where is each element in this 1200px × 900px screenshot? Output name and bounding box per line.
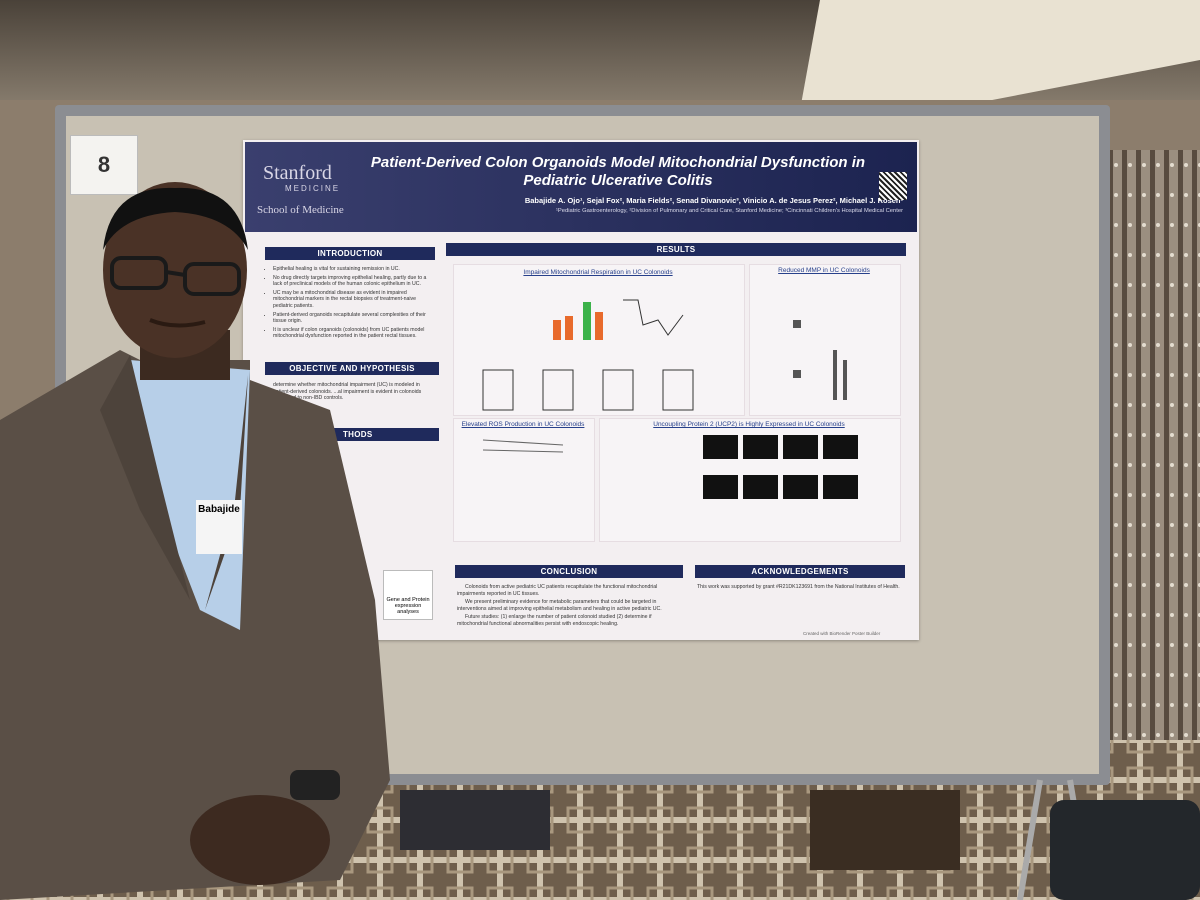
hair bbox=[103, 187, 248, 250]
legs-behind bbox=[400, 790, 550, 850]
jacket bbox=[0, 350, 390, 900]
panel-title: Reduced MMP in UC Colonoids bbox=[778, 267, 870, 274]
intro-bullet: Epithelial healing is vital for sustaini… bbox=[273, 266, 437, 273]
glasses bbox=[110, 256, 241, 296]
intro-bullet: Patient-derived organoids recapitulate s… bbox=[273, 312, 437, 325]
panel-title: Elevated ROS Production in UC Colonoids bbox=[461, 421, 585, 428]
conclusion-text: Colonoids from active pediatric UC patie… bbox=[457, 584, 683, 630]
name-tag: Babajide bbox=[196, 500, 242, 554]
board-number: 8 bbox=[70, 135, 138, 195]
person bbox=[0, 182, 390, 900]
figure-panel bbox=[453, 418, 595, 542]
figure-graphics bbox=[482, 299, 858, 499]
poster-affiliations: ¹Pediatric Gastroenterology, ²Division o… bbox=[555, 208, 903, 214]
intro-bullet: It is unclear if colon organoids (colono… bbox=[273, 327, 437, 340]
logo-sub: MEDICINE bbox=[285, 184, 341, 193]
poster-footer: Created with BioRender Poster Builder bbox=[803, 631, 881, 636]
logo-brand: Stanford bbox=[263, 162, 332, 184]
conclusion-paragraph: Colonoids from active pediatric UC patie… bbox=[457, 584, 658, 597]
methods-box: Gene and Protein expression analyses bbox=[383, 570, 433, 620]
section-heading: RESULTS bbox=[446, 243, 906, 256]
poster-title: Patient-Derived Colon Organoids Model Mi… bbox=[370, 154, 866, 189]
conclusion-paragraph: We present preliminary evidence for meta… bbox=[457, 599, 662, 612]
poster: Stanford MEDICINE School of Medicine Pat… bbox=[243, 140, 919, 640]
hands bbox=[190, 795, 330, 885]
figure-panel bbox=[749, 264, 901, 416]
lapel bbox=[100, 355, 190, 600]
section-heading: CONCLUSION bbox=[455, 565, 683, 578]
smile bbox=[149, 318, 206, 328]
section-heading: ACKNOWLEDGEMENTS bbox=[695, 565, 905, 578]
logo-school: School of Medicine bbox=[257, 204, 344, 216]
conclusion-paragraph: Future studies: (1) enlarge the number o… bbox=[457, 614, 652, 627]
panel-title: Uncoupling Protein 2 (UCP2) is Highly Ex… bbox=[653, 421, 845, 428]
intro-bullet: UC may be a mitochondrial disease as evi… bbox=[273, 290, 437, 310]
poster-header bbox=[245, 142, 917, 232]
section-heading: INTRODUCTION bbox=[265, 247, 435, 260]
head bbox=[103, 182, 247, 358]
ceiling-light bbox=[800, 0, 1200, 110]
intro-bullet: No drug directly targets improving epith… bbox=[273, 275, 437, 288]
poster-authors: Babajide A. Ojo¹, Sejal Fox², Maria Fiel… bbox=[524, 196, 903, 205]
acknowledgement-text: This work was supported by grant #R21DK1… bbox=[697, 584, 900, 590]
bullet-list: Epithelial healing is vital for sustaini… bbox=[265, 266, 437, 340]
objective-text: determine whether mitochondrial impairme… bbox=[273, 382, 422, 402]
panel-title: Impaired Mitochondrial Respiration in UC… bbox=[523, 269, 673, 276]
legs-behind bbox=[810, 790, 960, 870]
backpack bbox=[1050, 800, 1200, 900]
intro-list: Epithelial healing is vital for sustaini… bbox=[265, 266, 437, 342]
curtain bbox=[1100, 150, 1200, 800]
watch bbox=[290, 770, 340, 800]
lapel bbox=[205, 375, 248, 610]
section-heading: OBJECTIVE AND HYPOTHESIS bbox=[265, 362, 439, 375]
qr-code bbox=[879, 172, 907, 200]
